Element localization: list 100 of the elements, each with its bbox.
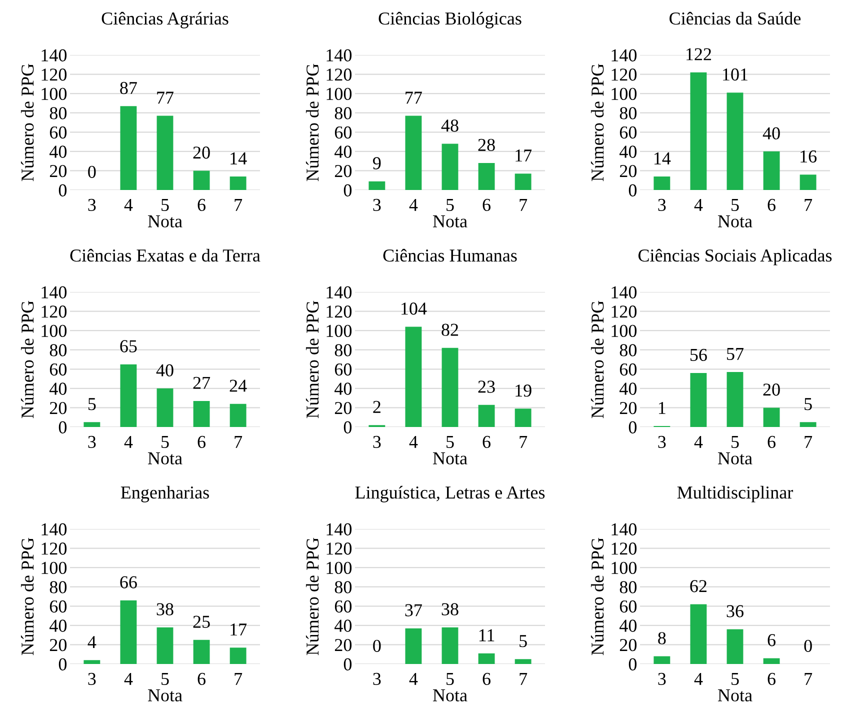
- x-tick-label: 3: [88, 198, 96, 212]
- data-label: 11: [479, 629, 494, 642]
- x-tick-label: 3: [373, 436, 381, 448]
- data-label: 122: [686, 48, 712, 60]
- data-label: 0: [804, 640, 812, 652]
- x-tick-label: 7: [520, 436, 528, 448]
- x-tick-label: 6: [768, 672, 776, 686]
- y-tick-label: 0: [344, 184, 352, 196]
- y-tick-label: 120: [326, 542, 352, 555]
- x-tick-label: 7: [804, 199, 812, 211]
- y-tick-label: 40: [620, 620, 637, 632]
- data-label: 16: [800, 150, 817, 163]
- data-label: 62: [690, 580, 706, 592]
- x-tick-label: 5: [162, 673, 169, 686]
- x-tick-label: 3: [373, 198, 381, 212]
- y-tick-label: 20: [50, 402, 67, 414]
- y-tick-label: 100: [42, 324, 67, 338]
- x-tick-label: 3: [658, 436, 666, 448]
- y-tick-label: 40: [50, 382, 67, 395]
- data-label: 8: [658, 632, 666, 644]
- chart-title: Ciências Sociais Aplicadas: [638, 248, 832, 266]
- data-label: 0: [373, 640, 381, 652]
- x-tick-label: 4: [694, 198, 703, 211]
- bar: [514, 659, 532, 664]
- y-tick-label: 80: [620, 344, 637, 356]
- bar: [193, 640, 210, 664]
- y-tick-label: 140: [42, 49, 67, 62]
- y-tick-label: 60: [620, 126, 637, 139]
- y-tick-label: 0: [628, 658, 637, 670]
- y-tick-label: 120: [612, 68, 637, 81]
- bar: [120, 600, 137, 664]
- x-tick-label: 6: [198, 436, 206, 448]
- y-tick-label: 120: [42, 68, 67, 81]
- bar: [405, 628, 422, 664]
- data-label: 77: [406, 92, 422, 104]
- chart-title: Multidisciplinar: [677, 486, 794, 502]
- y-tick-label: 40: [334, 382, 352, 395]
- y-tick-label: 120: [612, 542, 637, 555]
- x-tick-label: 7: [520, 673, 528, 685]
- bar: [120, 106, 137, 190]
- bar: [726, 92, 744, 190]
- y-tick-label: 20: [50, 164, 67, 178]
- y-tick-label: 120: [612, 306, 637, 318]
- data-label: 87: [120, 82, 137, 94]
- x-tick-label: 6: [198, 198, 206, 212]
- data-label: 82: [442, 324, 458, 336]
- data-label: 19: [516, 384, 532, 397]
- y-tick-label: 100: [326, 324, 352, 338]
- y-tick-label: 60: [50, 363, 67, 376]
- y-tick-label: 80: [50, 344, 67, 356]
- y-tick-label: 80: [334, 344, 352, 356]
- bar: [84, 660, 100, 664]
- y-tick-label: 100: [612, 562, 637, 574]
- bar: [478, 163, 495, 190]
- data-label: 17: [230, 624, 247, 636]
- bar: [763, 658, 780, 664]
- bar: [690, 604, 707, 664]
- y-tick-label: 80: [334, 107, 352, 120]
- bar: [690, 72, 707, 190]
- bar: [84, 422, 100, 427]
- data-label: 17: [516, 150, 532, 162]
- x-axis-title: Nota: [432, 689, 468, 702]
- data-label: 5: [88, 398, 96, 410]
- x-axis-title: Nota: [432, 215, 468, 228]
- y-tick-label: 0: [58, 421, 67, 434]
- bar: [726, 629, 744, 664]
- x-tick-label: 6: [482, 198, 491, 212]
- x-tick-label: 3: [658, 672, 666, 686]
- data-label: 56: [690, 348, 707, 361]
- bar: [405, 116, 422, 190]
- x-tick-label: 3: [88, 436, 96, 448]
- y-tick-label: 0: [628, 184, 637, 196]
- x-tick-label: 4: [124, 672, 133, 685]
- y-tick-label: 40: [50, 620, 67, 632]
- y-tick-label: 140: [612, 49, 637, 62]
- y-axis-title: Número de PPG: [590, 538, 604, 656]
- data-label: 20: [763, 384, 780, 396]
- y-axis-title: Número de PPG: [20, 538, 34, 656]
- y-tick-label: 0: [344, 421, 352, 434]
- y-tick-label: 100: [42, 88, 67, 100]
- x-tick-label: 7: [234, 436, 242, 448]
- y-tick-label: 0: [58, 658, 67, 670]
- y-tick-label: 20: [620, 638, 637, 652]
- y-tick-label: 120: [42, 542, 67, 555]
- data-label: 20: [193, 146, 210, 159]
- chart-title: Linguística, Letras e Artes: [355, 486, 545, 502]
- x-tick-label: 5: [162, 436, 169, 448]
- bar: [726, 372, 744, 427]
- bar: [800, 174, 816, 190]
- x-tick-label: 7: [804, 436, 812, 448]
- y-tick-label: 100: [42, 562, 67, 574]
- x-tick-label: 5: [732, 673, 739, 686]
- bar: [478, 653, 495, 664]
- bar: [230, 404, 246, 427]
- x-axis-title: Nota: [432, 452, 468, 464]
- y-axis-title: Número de PPG: [306, 538, 319, 656]
- y-tick-label: 20: [620, 164, 637, 178]
- chart-title: Ciências da Saúde: [670, 12, 801, 25]
- y-axis-title: Número de PPG: [20, 300, 34, 418]
- x-tick-label: 5: [162, 199, 169, 212]
